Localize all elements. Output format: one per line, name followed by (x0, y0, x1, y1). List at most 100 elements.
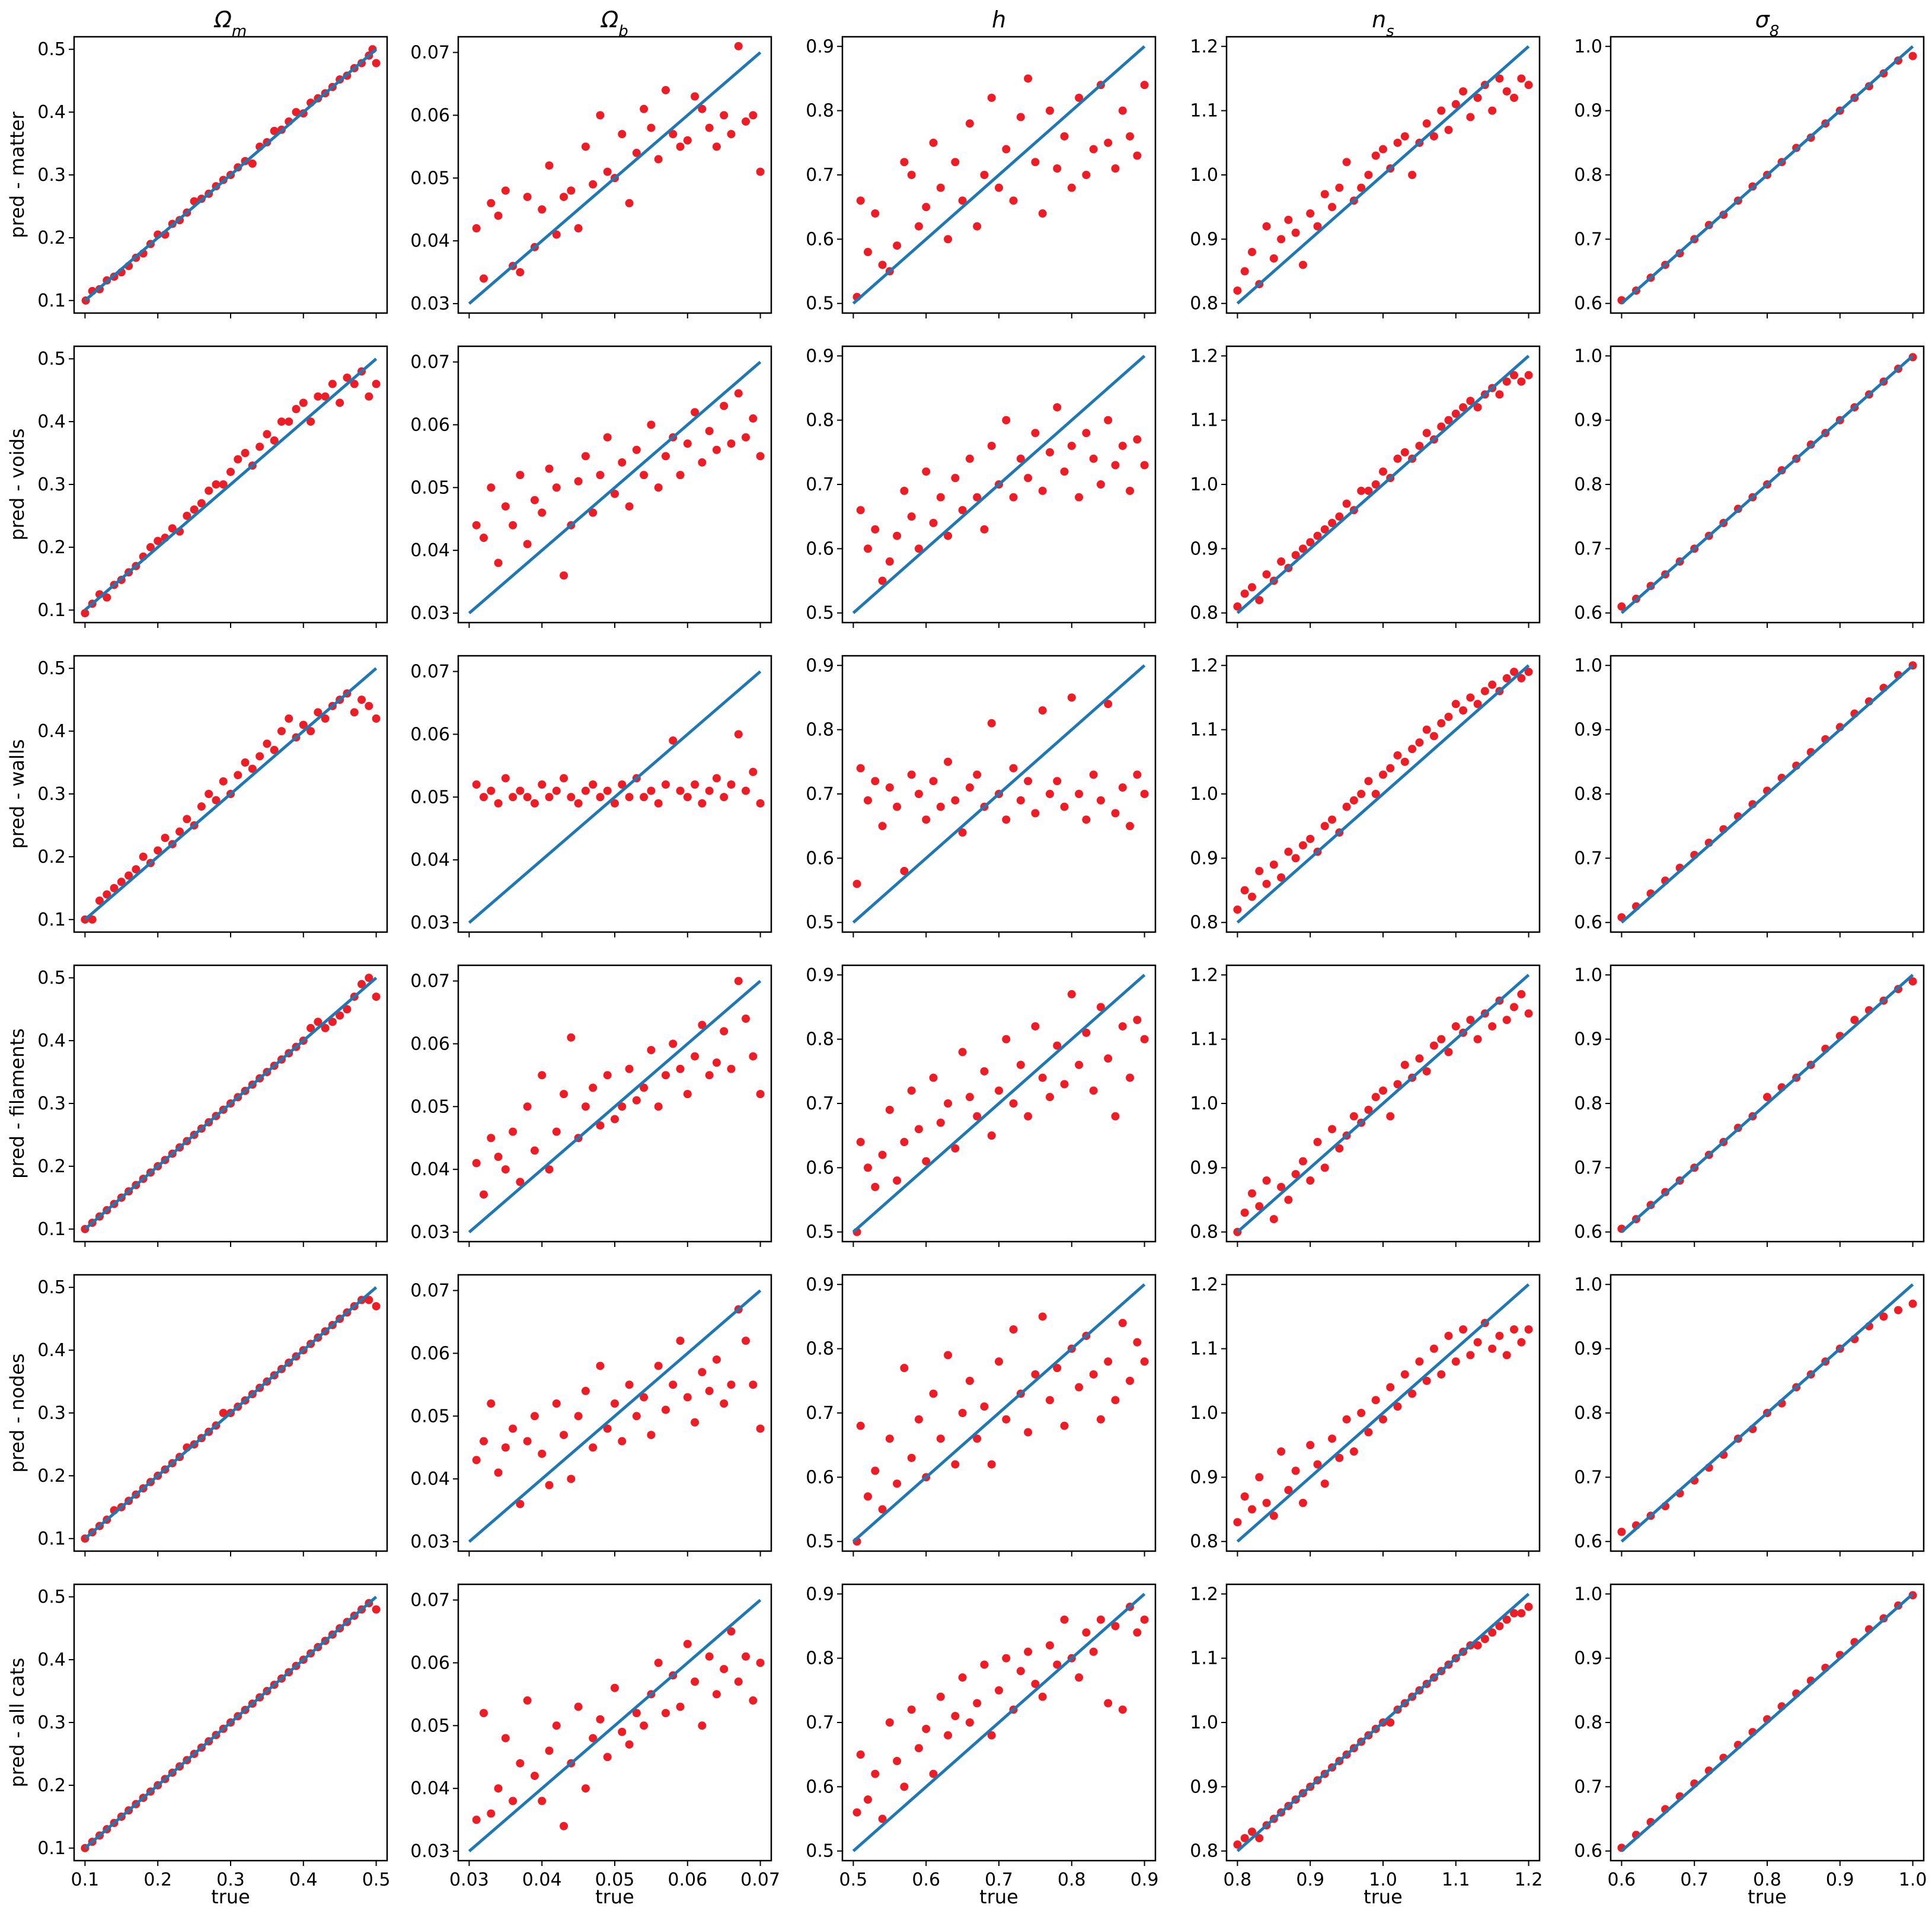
panel-frame (1225, 655, 1541, 933)
data-point (494, 799, 503, 808)
data-point (81, 609, 90, 618)
data-point (929, 519, 938, 528)
panel-frame (457, 1274, 772, 1552)
data-point (914, 790, 923, 798)
data-point (603, 1753, 612, 1762)
y-tick-label: 1.0 (1574, 1274, 1602, 1295)
y-tick-label: 0.6 (1574, 1532, 1602, 1552)
data-point (1053, 164, 1062, 173)
y-tick-label: 0.9 (1574, 720, 1602, 741)
data-point (552, 1399, 561, 1408)
scatter-panel: 0.03 0.04 0.05 0.06 0.07 0.03 0.04 0.05 0.06 0.07 (410, 1583, 780, 1890)
data-point (589, 1734, 598, 1743)
data-point (1140, 461, 1149, 470)
data-point (248, 764, 257, 773)
data-point (1045, 1093, 1054, 1102)
data-point (742, 786, 751, 795)
data-point (552, 1721, 561, 1730)
data-point (727, 1064, 736, 1073)
data-point (698, 799, 707, 808)
x-tick-label: 0.8 (1058, 1870, 1086, 1890)
data-point (1075, 1060, 1084, 1069)
data-point (691, 1052, 700, 1061)
y-tick-label: 0.4 (37, 102, 66, 123)
data-point (372, 1605, 381, 1614)
data-point (552, 786, 561, 795)
data-point (1104, 416, 1113, 425)
scatter-panel: 0.5 0.6 0.7 0.8 0.9 (806, 964, 1157, 1247)
data-point (589, 1083, 598, 1092)
data-point (698, 1020, 707, 1029)
data-point (647, 1431, 656, 1440)
data-point (1429, 1041, 1438, 1050)
data-point (1291, 854, 1300, 863)
x-tick-label: 0.1 (71, 1870, 100, 1890)
data-point (654, 1658, 663, 1667)
data-point (973, 222, 982, 231)
data-point (154, 537, 162, 546)
data-point (1328, 519, 1337, 528)
data-point (501, 1734, 510, 1743)
data-point (720, 401, 729, 410)
column-title-symbol: Ω (213, 7, 232, 33)
y-tick-label: 0.04 (410, 540, 450, 561)
scatter-panel: 0.5 0.6 0.7 0.8 0.9 (806, 36, 1157, 318)
data-point (893, 241, 902, 250)
y-tick-label: 0.2 (37, 1156, 66, 1177)
data-point (756, 167, 765, 176)
data-point (1031, 1370, 1040, 1379)
column-title-symbol: σ (1755, 7, 1771, 33)
scatter-panel: 0.8 0.9 1.0 1.1 1.2 0.8 0.9 1.0 1.1 1.2 (1190, 1583, 1543, 1890)
data-point (669, 130, 678, 139)
y-tick-label: 0.5 (37, 658, 66, 679)
y-tick-label: 1.2 (1190, 655, 1218, 676)
data-point (1510, 371, 1519, 379)
data-point (183, 815, 191, 824)
data-point (1429, 1344, 1438, 1353)
data-point (749, 111, 758, 120)
panel-frame (457, 36, 772, 314)
data-point (965, 454, 974, 463)
y-tick-label: 0.2 (37, 1466, 66, 1486)
data-point (914, 1415, 923, 1424)
data-point (1400, 448, 1409, 457)
data-point (878, 822, 887, 831)
data-point (1451, 1022, 1460, 1031)
column-title: h (992, 7, 1006, 33)
y-tick-label: 1.2 (1190, 965, 1218, 985)
data-point (1524, 81, 1533, 90)
data-point (1140, 81, 1149, 90)
data-point (567, 1033, 576, 1042)
data-point (632, 1709, 641, 1718)
data-point (1111, 1396, 1120, 1405)
data-point (1255, 1834, 1264, 1843)
data-point (734, 389, 743, 398)
data-point (1118, 1022, 1127, 1031)
data-point (574, 1412, 583, 1421)
y-tick-label: 0.06 (410, 1343, 450, 1364)
y-tick-label: 0.9 (1190, 1776, 1218, 1797)
data-point (545, 161, 554, 170)
data-point (1082, 171, 1091, 179)
data-point (863, 1163, 872, 1172)
scatter-panel: 0.6 0.7 0.8 0.9 1.0 0.6 0.7 0.8 0.9 1.0 (1574, 1583, 1927, 1890)
data-point (365, 701, 373, 710)
identity-line (852, 974, 1146, 1233)
y-tick-label: 0.06 (410, 1033, 450, 1054)
data-point (647, 1045, 656, 1054)
data-point (574, 799, 583, 808)
data-point (336, 398, 344, 407)
data-point (314, 708, 322, 717)
scatter-panel: 0.03 0.04 0.05 0.06 0.07 (410, 36, 772, 318)
y-tick-label: 0.9 (806, 1584, 834, 1604)
y-tick-label: 0.6 (806, 848, 834, 869)
data-point (1255, 596, 1264, 605)
data-point (1473, 1035, 1482, 1044)
x-tick-label: 0.9 (1826, 1870, 1854, 1890)
x-tick-label: 0.8 (1224, 1870, 1252, 1890)
y-tick-label: 0.4 (37, 1650, 66, 1670)
data-point (234, 771, 242, 780)
y-tick-label: 0.9 (1190, 229, 1218, 250)
data-point (1415, 1054, 1424, 1063)
data-point (372, 992, 381, 1001)
